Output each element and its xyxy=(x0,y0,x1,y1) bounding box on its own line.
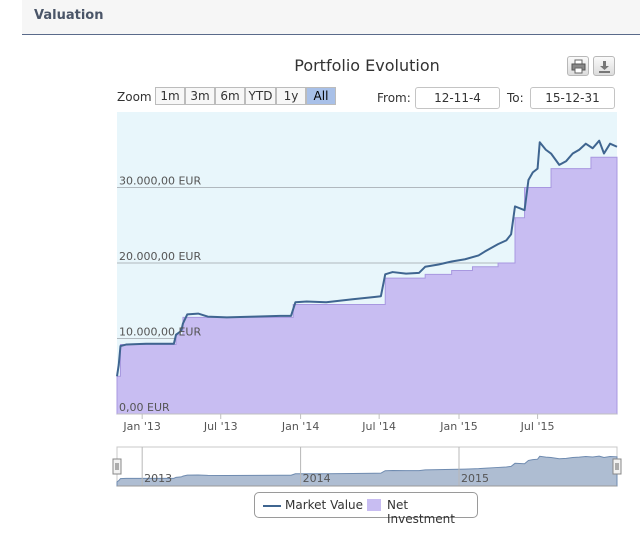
x-tick-label: Jul '15 xyxy=(520,420,555,433)
zoom-3m-button[interactable]: 3m xyxy=(185,87,215,105)
x-tick-label: Jul '13 xyxy=(203,420,238,433)
navigator-series xyxy=(116,455,618,487)
y-tick-label: 20.000,00 EUR xyxy=(119,250,201,263)
legend-net-investment[interactable]: Net Investment xyxy=(387,498,455,526)
valuation-header: Valuation xyxy=(22,0,640,35)
download-icon xyxy=(599,61,610,73)
to-label: To: xyxy=(507,91,524,105)
market-value-line xyxy=(116,139,618,377)
navigator-year-label: 2013 xyxy=(144,472,172,485)
y-tick-label: 10.000,00 EUR xyxy=(119,326,201,339)
x-tick-label: Jan '13 xyxy=(122,420,160,433)
chart-title: Portfolio Evolution xyxy=(294,56,440,75)
legend-net-investment-swatch xyxy=(367,499,381,511)
navigator-left-handle[interactable] xyxy=(112,458,122,475)
from-date-input[interactable] xyxy=(415,87,500,109)
handle-body xyxy=(612,458,622,475)
y-tick-label: 30.000,00 EUR xyxy=(119,175,201,188)
navigator-year-label: 2015 xyxy=(461,472,489,485)
x-tick-label: Jan '15 xyxy=(439,420,477,433)
printer-icon xyxy=(571,59,586,74)
print-button[interactable] xyxy=(567,56,589,76)
chart-legend: Market Value Net Investment xyxy=(254,492,478,526)
zoom-label: Zoom xyxy=(117,90,152,104)
x-tick-label: Jan '14 xyxy=(281,420,319,433)
legend-market-value[interactable]: Market Value xyxy=(285,498,364,512)
x-tick-label: Jul '14 xyxy=(361,420,396,433)
from-label: From: xyxy=(377,91,411,105)
zoom-ytd-button[interactable]: YTD xyxy=(245,87,276,105)
zoom-1y-button[interactable]: 1y xyxy=(276,87,306,105)
download-button[interactable] xyxy=(593,56,615,76)
legend-market-value-swatch xyxy=(263,505,281,507)
to-date-input[interactable] xyxy=(530,87,615,109)
zoom-all-button[interactable]: All xyxy=(306,87,336,105)
navigator-year-label: 2014 xyxy=(303,472,331,485)
handle-body xyxy=(112,458,122,475)
zoom-6m-button[interactable]: 6m xyxy=(215,87,245,105)
section-title: Valuation xyxy=(34,8,104,23)
y-tick-label: 0,00 EUR xyxy=(119,401,170,414)
navigator-right-handle[interactable] xyxy=(612,458,622,475)
zoom-1m-button[interactable]: 1m xyxy=(155,87,185,105)
